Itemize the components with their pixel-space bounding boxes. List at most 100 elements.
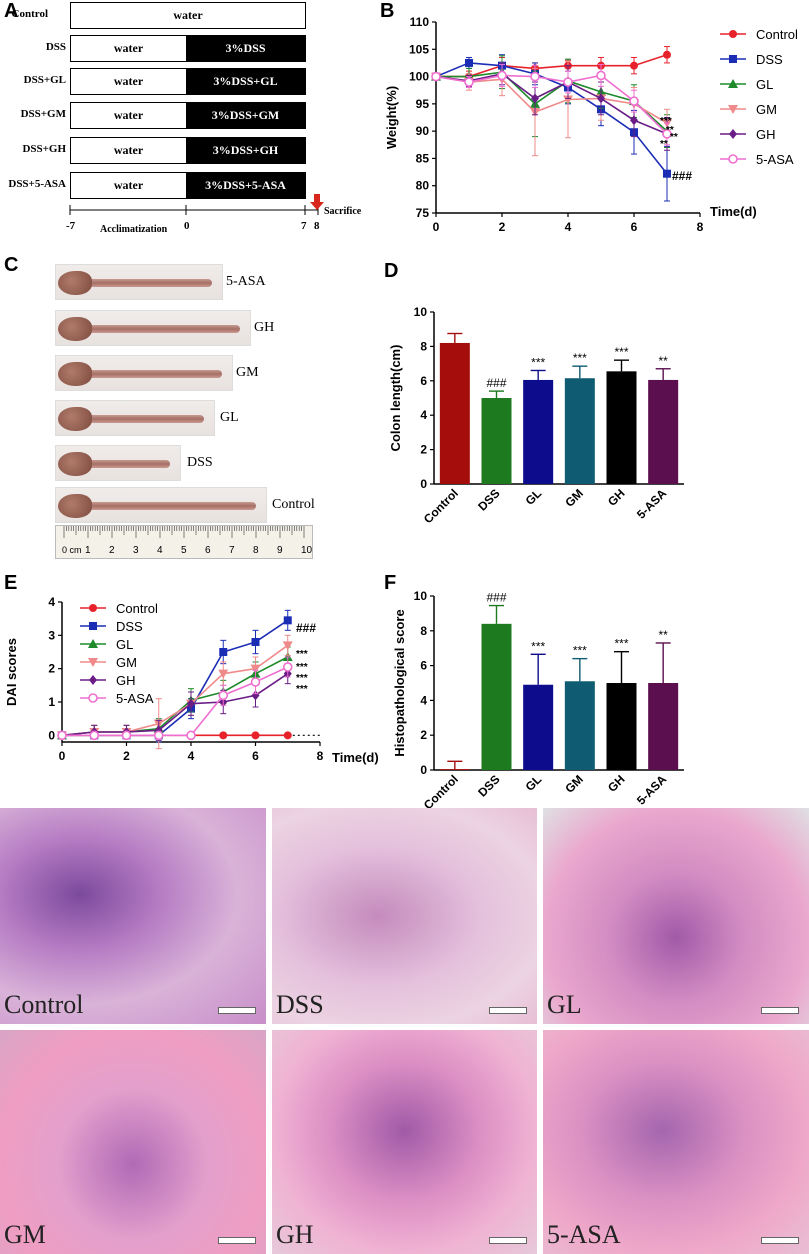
cecum-shape xyxy=(58,494,92,518)
significance-label: ** xyxy=(658,354,668,368)
histology-grid: Control DSS GL GM GH 5-ASA xyxy=(0,808,809,1254)
panel-letter-d: D xyxy=(384,260,399,282)
colon-photo xyxy=(55,400,215,436)
series-line xyxy=(435,62,668,175)
y-tick-label: 6 xyxy=(420,374,427,388)
histology-label: Control xyxy=(4,990,84,1019)
ruler-number: 1 xyxy=(85,545,91,556)
bar xyxy=(564,681,595,770)
x-tick-label: GL xyxy=(523,486,545,508)
x-tick-label: GH xyxy=(605,486,628,509)
x-tick-label: 6 xyxy=(252,749,259,763)
panel-letter-a: A xyxy=(4,0,19,22)
cecum-shape xyxy=(58,452,92,476)
legend-label: DSS xyxy=(116,619,143,634)
data-point xyxy=(219,731,228,740)
data-point xyxy=(729,129,737,139)
colon-tissue-shape xyxy=(62,415,204,423)
y-tick-label: 2 xyxy=(420,728,427,742)
significance-label: ### xyxy=(296,621,316,635)
tick-0: 0 xyxy=(184,220,190,232)
data-point xyxy=(187,698,195,709)
significance-label: *** xyxy=(531,639,545,653)
data-point xyxy=(596,70,606,81)
legend-label: 5-ASA xyxy=(116,691,154,706)
data-point xyxy=(251,690,260,701)
significance-label: ** xyxy=(666,125,674,136)
timeline-row-bar: water 3%DSS+GH xyxy=(70,137,306,164)
y-tick-label: 75 xyxy=(416,206,430,220)
sacrifice-label: Sacrifice xyxy=(324,206,362,217)
scale-bar xyxy=(218,1237,256,1244)
data-point xyxy=(662,129,672,139)
legend-label: 5-ASA xyxy=(756,152,794,167)
weight-line-chart: 75 80 85 90 95 100 105 110 0 2 4 6 8 Time(d) Weight(%)… xyxy=(384,15,798,234)
y-tick-label: 0 xyxy=(48,728,55,742)
data-point xyxy=(218,669,229,679)
legend-label: DSS xyxy=(756,52,783,67)
data-point xyxy=(186,730,196,741)
bar xyxy=(439,769,470,770)
significance-label: *** xyxy=(296,684,308,695)
histology-image: GL xyxy=(543,808,809,1024)
significance-label: ### xyxy=(486,376,506,390)
data-point xyxy=(89,604,97,612)
y-tick-label: 90 xyxy=(416,124,430,138)
series-line xyxy=(435,72,668,135)
scale-bar xyxy=(489,1007,527,1014)
data-point xyxy=(629,96,639,106)
y-tick-label: 2 xyxy=(420,443,427,457)
data-point xyxy=(153,730,164,741)
colon-tissue-shape xyxy=(62,325,240,333)
timeline-row-label: DSS+GL xyxy=(23,74,66,86)
data-point xyxy=(88,639,98,648)
x-tick-label: GL xyxy=(523,772,545,794)
dss-segment: 3%DSS+GH xyxy=(186,138,305,163)
data-point xyxy=(89,622,97,630)
colon-photo-label: GL xyxy=(220,410,239,425)
significance-label: ** xyxy=(670,132,678,143)
bar xyxy=(481,623,512,770)
significance-label: ### xyxy=(486,591,506,605)
x-tick-label: 2 xyxy=(123,749,130,763)
y-tick-label: 0 xyxy=(420,477,427,491)
data-point xyxy=(89,675,97,685)
y-axis-label: Colon length(cm) xyxy=(388,345,403,452)
x-axis-label: Time(d) xyxy=(710,204,757,219)
data-point xyxy=(597,93,605,104)
y-axis-label: Weight(%) xyxy=(384,86,399,149)
significance-label: *** xyxy=(296,649,308,660)
x-tick-label: 0 xyxy=(59,749,66,763)
timeline-row-label: Control xyxy=(11,8,48,20)
timeline-row-label: DSS+5-ASA xyxy=(8,178,66,190)
data-point xyxy=(728,79,738,88)
water-segment: water xyxy=(71,173,186,198)
tick-minus7: -7 xyxy=(66,220,76,232)
sacrifice-arrow-icon xyxy=(310,194,324,210)
data-point xyxy=(250,664,261,674)
timeline-row-label: DSS xyxy=(45,41,66,53)
panel-letter-c: C xyxy=(4,254,19,276)
bar xyxy=(439,342,470,484)
colon-photo xyxy=(55,264,223,300)
cecum-shape xyxy=(58,271,92,295)
data-point xyxy=(283,731,292,740)
ruler: 0 cm 1 2 3 4 5 6 7 8 9 10 xyxy=(55,525,313,559)
data-point xyxy=(464,77,474,87)
data-point xyxy=(630,115,638,126)
legend-label: GM xyxy=(116,655,137,670)
legend-label: GL xyxy=(116,637,133,652)
colon-photo-label: GH xyxy=(254,320,275,335)
ruler-number: 3 xyxy=(133,545,139,556)
data-point xyxy=(630,61,638,70)
water-segment: water xyxy=(71,69,186,94)
data-point xyxy=(282,662,293,672)
y-tick-label: 0 xyxy=(420,763,427,777)
significance-label: ** xyxy=(658,628,668,642)
legend-label: GH xyxy=(756,127,776,142)
tick-8: 8 xyxy=(314,220,320,232)
water-segment: water xyxy=(71,138,186,163)
ruler-number: 7 xyxy=(229,545,235,556)
cecum-shape xyxy=(58,362,92,386)
cecum-shape xyxy=(58,407,92,431)
